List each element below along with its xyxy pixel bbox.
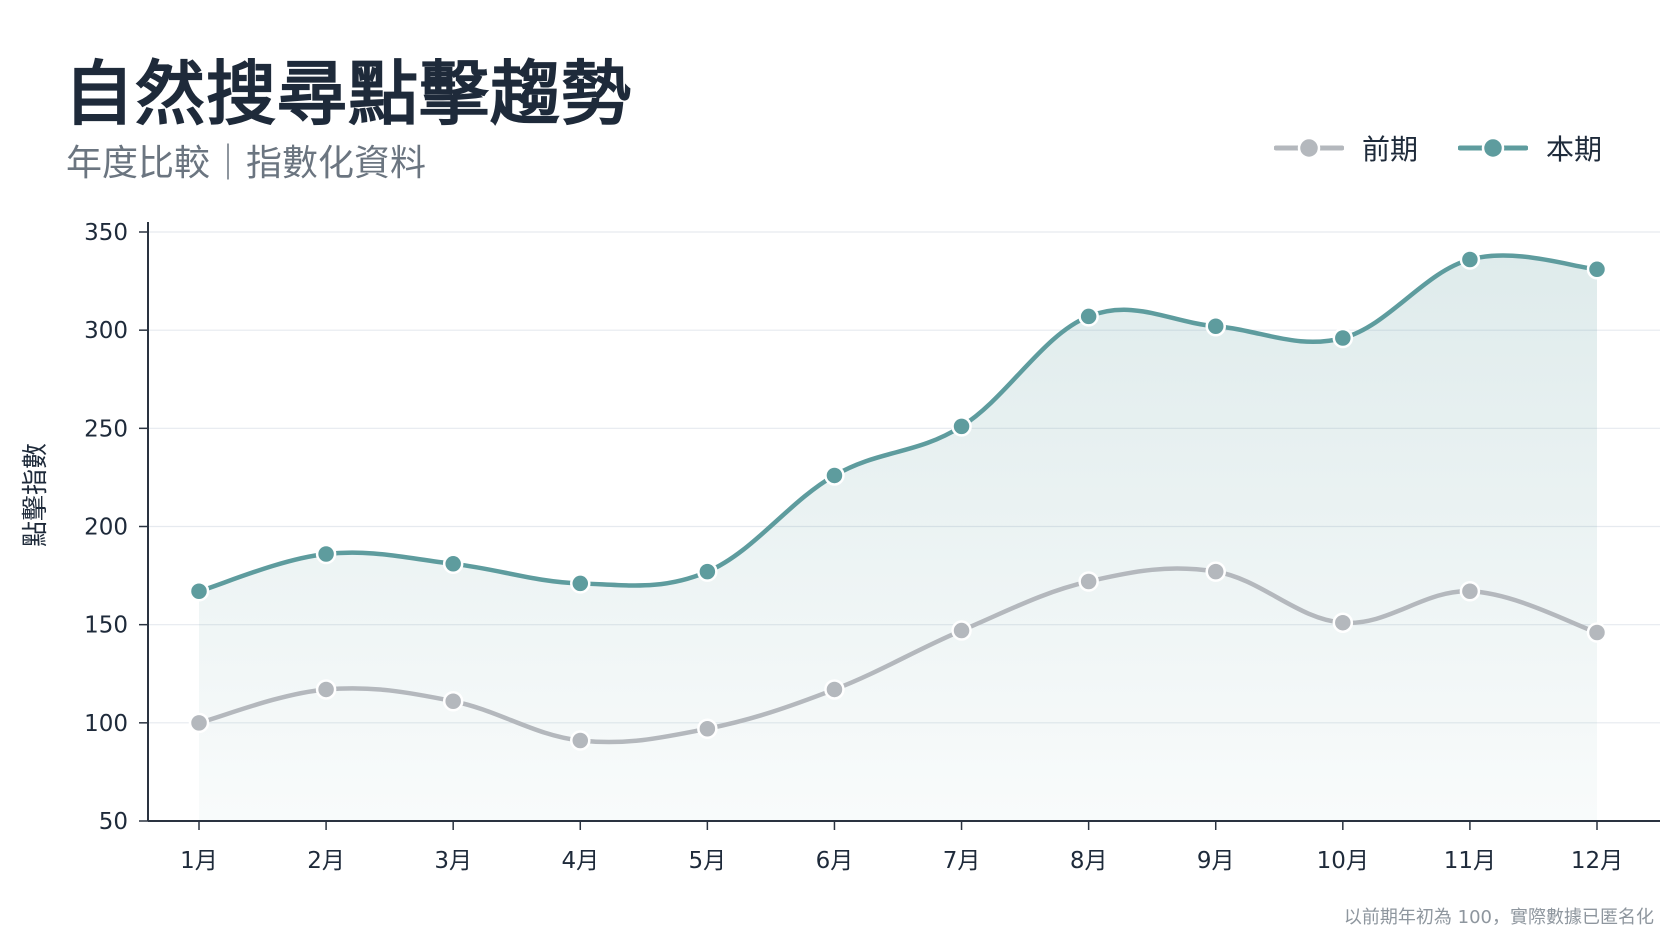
legend-swatch-current — [1457, 136, 1528, 160]
data-point-series-0-4 — [570, 730, 591, 751]
y-tick-label-50: 50 — [99, 809, 128, 835]
x-tick-label-11: 11月 — [1444, 848, 1496, 874]
legend: 前期 本期 — [1234, 128, 1602, 168]
y-tick-label-350: 350 — [84, 220, 128, 246]
legend-swatch-previous — [1273, 136, 1344, 160]
data-point-series-0-9 — [1205, 561, 1226, 582]
x-tick-label-9: 9月 — [1197, 848, 1235, 874]
x-tick-label-3: 3月 — [434, 848, 472, 874]
data-point-series-1-8 — [1078, 306, 1099, 327]
data-point-series-0-1 — [188, 712, 210, 734]
x-tick-label-2: 2月 — [307, 848, 345, 874]
y-tick-label-300: 300 — [84, 318, 128, 344]
area-fill-layer — [199, 255, 1597, 821]
x-tick-label-12: 12月 — [1571, 848, 1623, 874]
data-point-series-0-7 — [951, 620, 972, 641]
data-point-series-1-1 — [188, 581, 210, 602]
data-point-series-0-8 — [1078, 571, 1099, 592]
x-tick-label-10: 10月 — [1317, 848, 1369, 874]
y-tick-label-200: 200 — [84, 515, 128, 541]
data-point-series-0-11 — [1459, 581, 1481, 602]
chart-title: 自然搜尋點擊趨勢 — [64, 53, 632, 135]
data-point-series-1-11 — [1459, 249, 1481, 270]
x-tick-label-8: 8月 — [1070, 848, 1108, 874]
legend-label-current: 本期 — [1545, 133, 1602, 166]
x-tick-label-5: 5月 — [689, 848, 727, 874]
y-tick-label-250: 250 — [84, 416, 128, 442]
legend-label-previous: 前期 — [1361, 133, 1418, 166]
legend-item-current: 本期 — [1457, 128, 1602, 168]
data-points — [188, 249, 1608, 751]
y-axis-label: 點擊指數 — [21, 443, 51, 547]
data-point-series-1-2 — [315, 543, 337, 565]
x-tick-label-7: 7月 — [943, 848, 981, 874]
x-tick-label-6: 6月 — [816, 848, 854, 874]
data-point-series-0-6 — [824, 679, 845, 700]
data-point-series-1-9 — [1205, 315, 1226, 337]
data-point-series-1-12 — [1586, 259, 1608, 280]
footnote: 以前期年初為 100，實際數據已匿名化 — [1343, 907, 1654, 928]
data-point-series-0-5 — [697, 718, 718, 739]
chart-subtitle: 年度比較｜指數化資料 — [66, 143, 427, 184]
axes — [139, 222, 1660, 830]
tick-labels: 50 100 150 200 250 300 350 1月 2月 3月 4月 5月 6月 7月 8月 9月 10… — [84, 220, 1623, 874]
series-line-0 — [196, 566, 1600, 745]
data-point-series-0-3 — [442, 690, 464, 712]
y-tick-label-150: 150 — [84, 613, 128, 639]
legend-item-previous: 前期 — [1273, 128, 1418, 168]
x-tick-label-1: 1月 — [180, 848, 218, 874]
data-point-series-0-2 — [315, 679, 337, 700]
data-point-series-1-7 — [951, 416, 972, 437]
area-fill-series-1 — [199, 255, 1597, 821]
y-tick-label-100: 100 — [84, 711, 128, 737]
data-point-series-1-3 — [442, 553, 464, 575]
data-point-series-1-6 — [824, 465, 845, 486]
data-point-series-1-4 — [570, 573, 591, 594]
data-point-series-0-10 — [1332, 612, 1354, 633]
data-point-series-1-10 — [1332, 327, 1354, 349]
data-point-series-1-5 — [697, 561, 718, 582]
x-tick-label-4: 4月 — [561, 848, 599, 874]
data-point-series-0-12 — [1586, 622, 1608, 643]
